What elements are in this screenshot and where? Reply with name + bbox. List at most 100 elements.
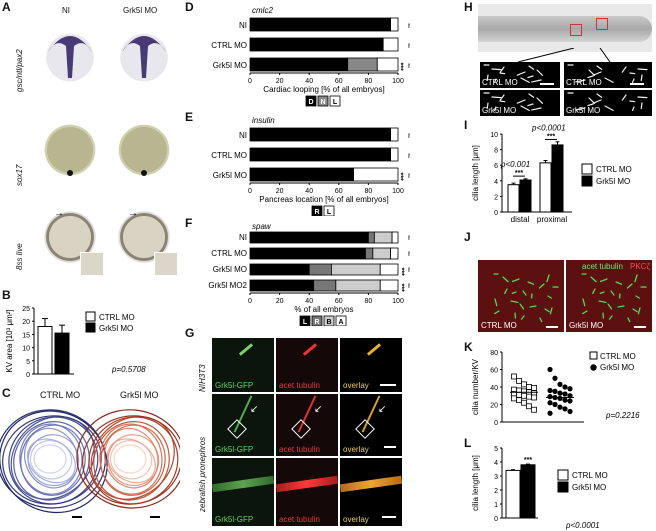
g-r1-c3-label: overlay	[343, 381, 369, 390]
cilium-stroke	[599, 291, 605, 295]
scale-bar	[540, 83, 554, 85]
signif-stars: ***	[397, 63, 404, 71]
cilium-stroke	[575, 107, 586, 111]
x-tick-label: 20	[276, 188, 284, 195]
cilium-signal	[238, 343, 254, 356]
cilium-stroke	[631, 78, 635, 84]
category-label: Grk5l MO	[213, 265, 247, 274]
data-point	[531, 394, 537, 401]
j-marker-tubulin: acet tubulin	[582, 262, 623, 271]
bar-segment-L	[249, 247, 366, 260]
bar-segment-B	[330, 263, 381, 276]
cilium-stroke	[627, 317, 631, 323]
h-mo-distal: Grk5l MO	[480, 90, 560, 116]
y-tick-label: 0	[494, 420, 498, 427]
data-point	[547, 387, 553, 394]
data-point	[547, 400, 553, 406]
y-tick-label: 1	[494, 502, 498, 509]
x-tick-label: 100	[392, 298, 404, 305]
legend-swatch	[557, 481, 569, 493]
legend-marker	[589, 351, 598, 360]
x-tick-label: 60	[335, 188, 343, 195]
legend-label: A	[338, 319, 343, 326]
g-nih3t3-overlay: overlay	[340, 338, 402, 392]
data-point	[511, 395, 517, 402]
embryo-gsc-ni	[34, 18, 106, 90]
embryo-sox17-mo	[108, 106, 180, 186]
bar-segment-A	[379, 279, 399, 292]
kv-outline	[20, 424, 86, 496]
data-point	[531, 406, 537, 413]
data-point	[547, 366, 553, 373]
bar-segment-R	[249, 167, 354, 182]
g-pronephros-overlay: ↙ overlay	[340, 394, 402, 456]
cilium-stroke	[531, 79, 542, 83]
bar-segment-L	[390, 147, 399, 162]
p-value: p<0.0001	[565, 521, 600, 530]
legend-label: CTRL MO	[572, 471, 608, 480]
kv-outline	[0, 409, 106, 509]
cilium-stroke	[582, 298, 586, 307]
chart-d: cmlc2 NI n=49 CTRL MO n=38 Grk5l MO *** n=43 0 20…	[211, 6, 410, 107]
p-value: p=0.5708	[111, 365, 146, 374]
x-tick-label: 40	[305, 298, 313, 305]
chart-i: cilia length [μm] 0 2 4 6 8 10 distal proximal **…	[471, 123, 632, 224]
g-nih3t3-gfp: Grk5l-GFP	[212, 338, 274, 392]
bar-segment-R	[313, 279, 337, 292]
cilium-stroke	[599, 278, 608, 283]
cilium-stroke	[635, 295, 641, 299]
cilium-stroke	[544, 308, 550, 313]
arrow-icon: →	[54, 208, 64, 219]
legend-swatch	[581, 163, 593, 175]
data-point	[552, 388, 558, 394]
bar-segment-R	[367, 231, 375, 244]
x-tick-label: distal	[511, 215, 530, 224]
data-point	[567, 398, 573, 404]
kv-outline	[19, 423, 83, 495]
bar-segment-L	[390, 17, 399, 32]
cilium-stroke	[511, 278, 520, 283]
x-tick-label: 20	[276, 78, 284, 85]
data-point	[567, 386, 573, 392]
n-label: n=114	[408, 281, 410, 290]
cilium-stroke	[519, 303, 525, 310]
x-tick-label: 80	[365, 188, 373, 195]
y-tick-label: 0	[494, 516, 498, 523]
cilium-stroke	[516, 99, 526, 104]
kv-outline	[10, 415, 95, 500]
h-tile2-label: CTRL MO	[566, 78, 602, 87]
x-tick-label: 60	[335, 298, 343, 305]
cilium-stroke	[520, 77, 530, 83]
j-mo-image: Grk5l MO	[566, 260, 652, 332]
n-label: n=43	[408, 171, 410, 180]
n-label: n=186	[408, 265, 410, 274]
bar-segment-N	[347, 57, 378, 72]
data-point	[526, 393, 532, 400]
data-point	[547, 394, 553, 400]
g-r3-c1-label: Grk5l-GFP	[215, 515, 254, 524]
legend-swatch	[557, 469, 569, 481]
sox17-dot-mo	[141, 170, 147, 176]
bar-segment-R	[365, 247, 374, 260]
panel-label-j: J	[464, 230, 471, 244]
cilium-signal	[340, 475, 402, 493]
g-zoom-overlay: overlay	[340, 458, 402, 526]
cilium-stroke	[610, 290, 615, 296]
arrow-icon: →	[128, 208, 138, 219]
cilium-stroke	[511, 291, 517, 295]
legend-swatch	[85, 322, 96, 333]
cilium-stroke	[499, 100, 506, 103]
bar-segment-L	[249, 279, 315, 292]
g-pronephros-gfp: ↙ Grk5l-GFP	[212, 394, 274, 456]
arrow-icon: ↙	[314, 404, 323, 415]
data-point	[567, 408, 573, 415]
kv-outline	[93, 421, 170, 501]
chart-title: cmlc2	[252, 6, 273, 15]
cilium-signal	[212, 475, 274, 493]
y-tick-label: 6	[494, 163, 498, 170]
bar-segment-D	[249, 37, 384, 52]
g-r1-c2-label: acet tubulin	[279, 381, 320, 390]
g-r2-c3-label: overlay	[343, 445, 369, 454]
panel-c-right-label: Grk5l MO	[120, 390, 159, 400]
scale-bar	[630, 83, 644, 85]
